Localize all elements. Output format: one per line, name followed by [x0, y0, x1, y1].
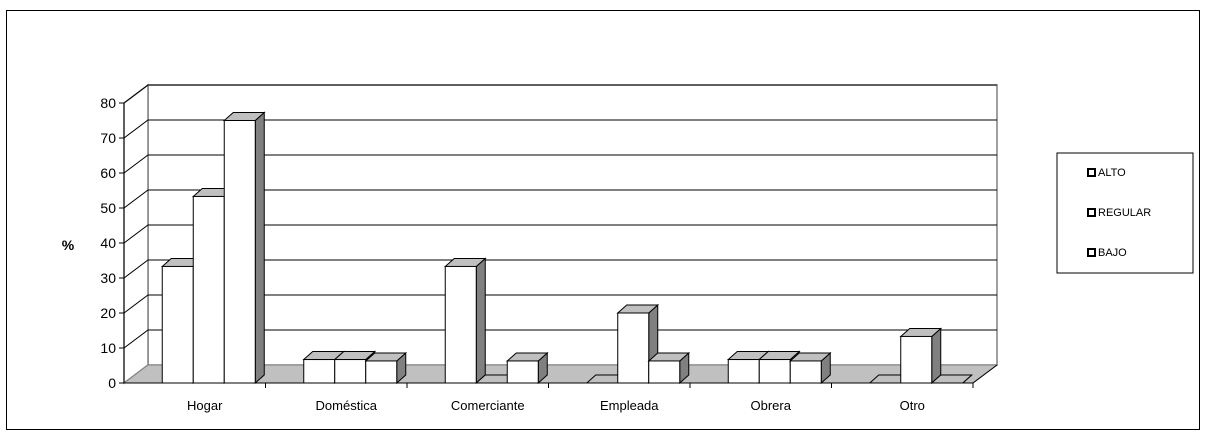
legend-swatch: [1087, 248, 1096, 257]
bar-front: [789, 360, 822, 384]
y-axis: 0 10 20 30 40 50 60 70 80: [100, 95, 998, 391]
bar-side: [475, 257, 486, 385]
gridline: [123, 329, 997, 349]
bar-front: [617, 312, 650, 384]
y-tick-label: 0: [108, 375, 116, 391]
x-category-label: Obrera: [751, 398, 792, 413]
bar-front: [365, 360, 398, 384]
bar-front: [444, 265, 477, 384]
y-tick-label: 30: [100, 270, 116, 286]
gridline: [123, 154, 997, 174]
bar-bajo: [788, 351, 832, 385]
y-tick-label: 20: [100, 305, 116, 321]
bar-bajo: [364, 351, 408, 385]
bar-top: [930, 374, 974, 384]
bar-bajo: [647, 351, 691, 385]
y-tick-label: 60: [100, 165, 116, 181]
bar-front: [648, 360, 681, 384]
y-tick-label: 80: [100, 95, 116, 111]
gridlines: [123, 84, 997, 349]
gridline: [123, 119, 997, 139]
legend-label: ALTO: [1098, 167, 1126, 179]
x-category-label: Doméstica: [316, 398, 378, 413]
y-axis-label: %: [62, 237, 75, 253]
gridline: [123, 294, 997, 314]
bar-regular: [899, 327, 943, 385]
bar-front: [303, 359, 336, 384]
y-tick-label: 40: [100, 235, 116, 251]
legend-box: [1056, 152, 1194, 274]
x-category-label: Comerciante: [451, 398, 525, 413]
bar-bajo: [222, 111, 266, 385]
y-tick-label: 10: [100, 340, 116, 356]
bar-bajo: [930, 374, 974, 384]
bar-alto: [443, 257, 487, 385]
bar-bajo: [505, 351, 549, 385]
bar-front: [334, 359, 367, 384]
legend-label: BAJO: [1098, 247, 1127, 259]
gridline: [123, 224, 997, 244]
x-axis-edge: [972, 364, 998, 384]
legend-swatch: [1087, 208, 1096, 217]
x-category-label: Hogar: [187, 398, 223, 413]
legend: ALTO REGULAR BAJO: [1056, 152, 1194, 274]
bar-front: [223, 120, 256, 384]
bar-side: [254, 111, 265, 385]
bar-front: [900, 335, 933, 384]
bar-front: [192, 195, 225, 384]
bar-front: [161, 265, 194, 384]
x-axis-labels: Hogar Doméstica Comerciante Empleada Obrera O…: [187, 398, 925, 413]
y-tick-label: 70: [100, 130, 116, 146]
legend-label: REGULAR: [1098, 207, 1151, 219]
legend-swatch: [1087, 168, 1096, 177]
gridline: [123, 259, 997, 279]
x-category-label: Otro: [900, 398, 925, 413]
bar-front: [727, 359, 760, 384]
gridline: [123, 84, 997, 104]
x-category-label: Empleada: [600, 398, 659, 413]
bar-front: [758, 359, 791, 384]
bars: [160, 111, 974, 385]
y-tick-label: 50: [100, 200, 116, 216]
bar-front: [506, 360, 539, 384]
bar-side: [931, 327, 942, 385]
gridline: [123, 189, 997, 209]
